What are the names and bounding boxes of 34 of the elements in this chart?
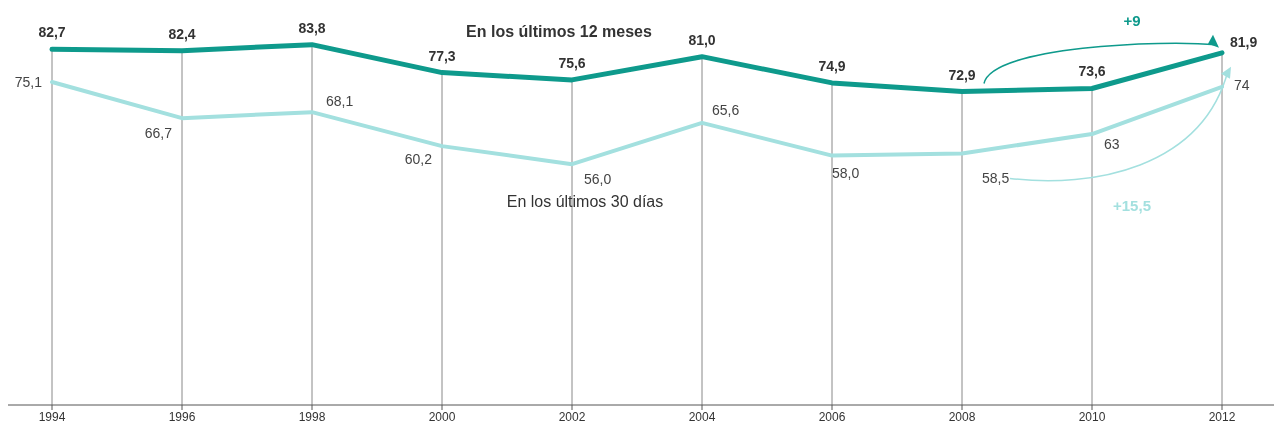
data-label: 58,5: [982, 170, 1010, 187]
x-tick-label: 1996: [168, 410, 196, 424]
x-tick-label: 2006: [818, 410, 846, 424]
x-tick-label: 1994: [38, 410, 66, 424]
data-label: 74: [1234, 76, 1250, 93]
x-tick-label: 2000: [428, 410, 456, 424]
data-label: 56,0: [584, 171, 612, 188]
text: En los últimos 30 días: [506, 193, 664, 211]
data-label: 65,6: [712, 101, 740, 118]
data-label: 66,7: [144, 125, 173, 142]
data-label: 81,0: [688, 31, 716, 48]
data-label: 75,6: [558, 54, 586, 71]
data-label: 83,8: [298, 19, 326, 36]
data-label: 68,1: [326, 93, 354, 110]
x-tick-label: 2008: [948, 410, 976, 424]
text: +15,5: [1113, 197, 1151, 215]
x-tick-label: 1998: [298, 410, 326, 424]
data-label: 74,9: [818, 57, 846, 74]
x-tick-label: 2002: [558, 410, 586, 424]
data-label: 58,0: [832, 164, 860, 181]
data-label: 81,9: [1230, 33, 1258, 50]
data-label: 75,1: [14, 74, 43, 91]
data-label: 60,2: [404, 151, 433, 168]
data-label: 77,3: [428, 47, 456, 64]
series-label: En los últimos 12 meses: [466, 23, 653, 41]
data-label: 82,7: [38, 24, 66, 41]
data-label: 73,6: [1078, 63, 1106, 80]
x-tick-label: 2012: [1208, 410, 1236, 424]
data-label: 82,4: [168, 25, 196, 42]
data-label: 72,9: [948, 66, 976, 83]
x-tick-label: 2010: [1078, 410, 1106, 424]
text: +9: [1123, 12, 1141, 29]
x-tick-label: 2004: [688, 410, 716, 424]
data-label: 63: [1104, 136, 1120, 153]
